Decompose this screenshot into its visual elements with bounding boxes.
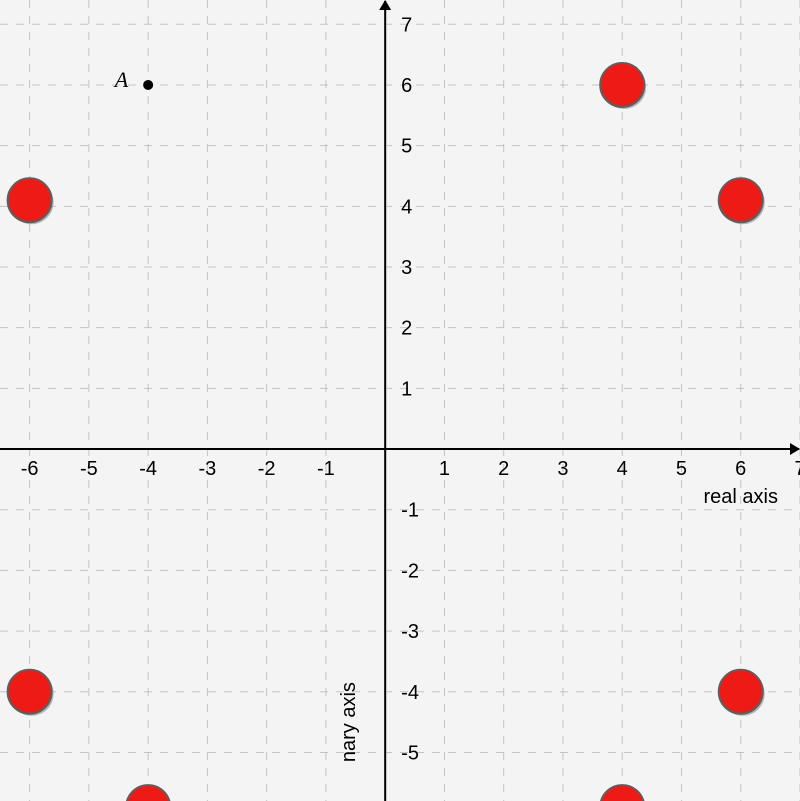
- y-tick-label: 2: [401, 318, 412, 340]
- x-tick-label: -3: [199, 458, 217, 480]
- red-point: [600, 63, 644, 107]
- y-tick-label: -4: [401, 682, 419, 704]
- x-tick-label: -5: [80, 458, 98, 480]
- complex-plane-plot: -6 -5 -4 -3 -2 -1 1 2 3 4 5 6 7 -5 -4 -3 -2 -1 1 2 3 4 5 6 7 real…: [0, 0, 800, 801]
- x-tick-label: 7: [794, 458, 800, 480]
- y-tick-label: 7: [401, 14, 412, 36]
- plot-svg: -6 -5 -4 -3 -2 -1 1 2 3 4 5 6 7 -5 -4 -3 -2 -1 1 2 3 4 5 6 7 real…: [0, 0, 800, 801]
- y-tick-label: -3: [401, 621, 419, 643]
- y-tick-label: -1: [401, 500, 419, 522]
- y-tick-label: -5: [401, 742, 419, 764]
- y-tick-label: 5: [401, 136, 412, 158]
- x-axis-title: real axis: [703, 486, 777, 508]
- x-tick-label: 5: [676, 458, 687, 480]
- red-point: [719, 178, 763, 222]
- x-tick-label: 3: [557, 458, 568, 480]
- x-tick-label: 4: [617, 458, 628, 480]
- y-tick-label: -2: [401, 560, 419, 582]
- x-tick-label: -1: [317, 458, 335, 480]
- x-tick-label: 2: [498, 458, 509, 480]
- x-tick-label: -4: [139, 458, 157, 480]
- x-tick-label: 6: [735, 458, 746, 480]
- y-axis-title: nary axis: [338, 682, 360, 762]
- red-point: [8, 178, 52, 222]
- plot-background: [0, 0, 800, 801]
- x-tick-label: 1: [439, 458, 450, 480]
- y-tick-label: 6: [401, 75, 412, 97]
- red-point: [8, 670, 52, 714]
- y-tick-label: 1: [401, 378, 412, 400]
- y-tick-label: 4: [401, 196, 412, 218]
- y-tick-label: 3: [401, 257, 412, 279]
- red-point: [719, 670, 763, 714]
- x-tick-label: -6: [21, 458, 39, 480]
- point-a-label: A: [113, 67, 129, 92]
- point-a-dot: [143, 80, 153, 90]
- x-tick-label: -2: [258, 458, 276, 480]
